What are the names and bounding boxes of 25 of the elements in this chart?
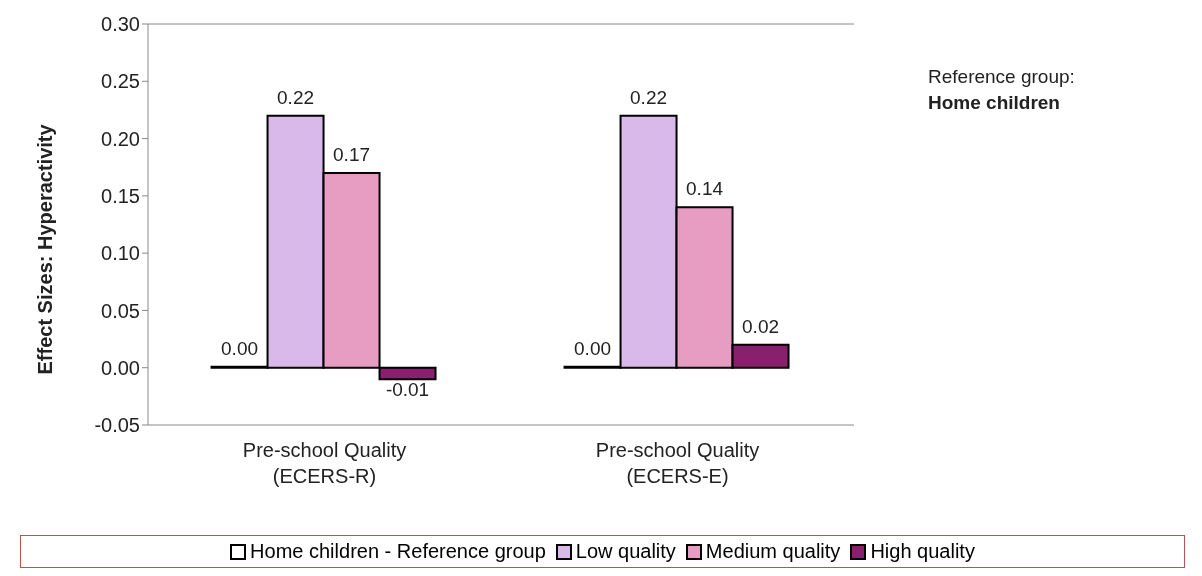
text: Home children bbox=[928, 91, 1061, 115]
data-label: 0.00 bbox=[221, 337, 259, 359]
y-axis-title: Effect Sizes: Hyperactivity bbox=[34, 123, 57, 375]
data-label: 0.00 bbox=[574, 337, 612, 359]
data-label: 0.14 bbox=[686, 178, 724, 200]
data-label: 0.22 bbox=[277, 86, 315, 108]
legend-label: Home children - Reference group bbox=[249, 540, 546, 563]
legend-label: Low quality bbox=[574, 540, 676, 563]
data-label: -0.01 bbox=[385, 378, 430, 400]
y-tick-label: 0.15 bbox=[101, 184, 140, 207]
y-tick-label: 0.20 bbox=[101, 127, 140, 150]
text: Reference group: bbox=[928, 65, 1075, 89]
legend-label: Medium quality bbox=[704, 540, 841, 563]
data-label: 0.17 bbox=[333, 143, 371, 165]
data-label: 0.02 bbox=[742, 315, 780, 337]
y-tick-label: 0.10 bbox=[101, 242, 140, 265]
x-tick-label: Pre-school Quality (ECERS-R) bbox=[242, 439, 407, 487]
legend-label: High quality bbox=[869, 540, 975, 563]
x-tick-label: Pre-school Quality (ECERS-E) bbox=[595, 439, 760, 487]
y-tick-label: 0.00 bbox=[101, 356, 140, 379]
y-tick-label: 0.25 bbox=[101, 70, 140, 93]
y-tick-label: 0.05 bbox=[101, 299, 140, 322]
y-tick-label: -0.05 bbox=[94, 414, 140, 437]
y-tick-label: 0.30 bbox=[101, 13, 140, 36]
data-label: 0.22 bbox=[630, 86, 668, 108]
